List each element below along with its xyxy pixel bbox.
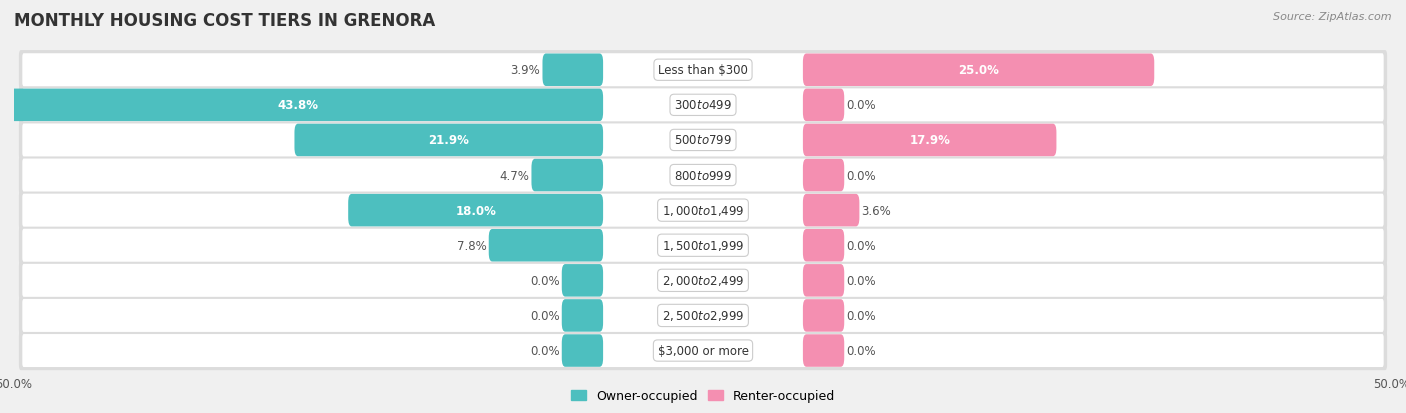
FancyBboxPatch shape [562, 264, 603, 297]
FancyBboxPatch shape [18, 51, 1388, 90]
FancyBboxPatch shape [18, 331, 1388, 370]
FancyBboxPatch shape [22, 194, 1384, 227]
Text: Less than $300: Less than $300 [658, 64, 748, 77]
Text: 43.8%: 43.8% [277, 99, 318, 112]
FancyBboxPatch shape [349, 195, 603, 227]
FancyBboxPatch shape [562, 335, 603, 367]
FancyBboxPatch shape [294, 124, 603, 157]
FancyBboxPatch shape [18, 226, 1388, 265]
FancyBboxPatch shape [22, 89, 1384, 122]
FancyBboxPatch shape [803, 264, 844, 297]
FancyBboxPatch shape [22, 54, 1384, 87]
Text: 0.0%: 0.0% [530, 274, 560, 287]
FancyBboxPatch shape [18, 191, 1388, 230]
Text: 18.0%: 18.0% [456, 204, 496, 217]
FancyBboxPatch shape [18, 156, 1388, 195]
FancyBboxPatch shape [543, 55, 603, 87]
Text: 3.6%: 3.6% [862, 204, 891, 217]
FancyBboxPatch shape [803, 159, 844, 192]
Text: $300 to $499: $300 to $499 [673, 99, 733, 112]
Text: 3.9%: 3.9% [510, 64, 540, 77]
Text: $800 to $999: $800 to $999 [673, 169, 733, 182]
Text: Source: ZipAtlas.com: Source: ZipAtlas.com [1274, 12, 1392, 22]
FancyBboxPatch shape [22, 334, 1384, 367]
Text: 4.7%: 4.7% [499, 169, 530, 182]
Text: $3,000 or more: $3,000 or more [658, 344, 748, 357]
FancyBboxPatch shape [18, 296, 1388, 335]
FancyBboxPatch shape [22, 299, 1384, 332]
FancyBboxPatch shape [22, 264, 1384, 297]
Text: $1,000 to $1,499: $1,000 to $1,499 [662, 204, 744, 218]
FancyBboxPatch shape [803, 299, 844, 332]
Text: 0.0%: 0.0% [846, 239, 876, 252]
Text: 0.0%: 0.0% [846, 274, 876, 287]
FancyBboxPatch shape [18, 86, 1388, 125]
FancyBboxPatch shape [489, 230, 603, 262]
FancyBboxPatch shape [531, 159, 603, 192]
Text: 21.9%: 21.9% [429, 134, 470, 147]
FancyBboxPatch shape [0, 89, 603, 122]
FancyBboxPatch shape [803, 195, 859, 227]
Text: 0.0%: 0.0% [846, 344, 876, 357]
Text: $2,000 to $2,499: $2,000 to $2,499 [662, 274, 744, 287]
Text: 0.0%: 0.0% [846, 99, 876, 112]
Text: $1,500 to $1,999: $1,500 to $1,999 [662, 239, 744, 253]
Text: 0.0%: 0.0% [846, 169, 876, 182]
Text: 7.8%: 7.8% [457, 239, 486, 252]
FancyBboxPatch shape [562, 299, 603, 332]
FancyBboxPatch shape [803, 124, 1056, 157]
FancyBboxPatch shape [803, 89, 844, 122]
Text: $500 to $799: $500 to $799 [673, 134, 733, 147]
FancyBboxPatch shape [803, 335, 844, 367]
Legend: Owner-occupied, Renter-occupied: Owner-occupied, Renter-occupied [567, 385, 839, 407]
FancyBboxPatch shape [803, 230, 844, 262]
FancyBboxPatch shape [22, 124, 1384, 157]
FancyBboxPatch shape [18, 121, 1388, 160]
FancyBboxPatch shape [18, 261, 1388, 300]
Text: 0.0%: 0.0% [530, 344, 560, 357]
Text: 17.9%: 17.9% [910, 134, 950, 147]
Text: 0.0%: 0.0% [846, 309, 876, 322]
Text: 25.0%: 25.0% [957, 64, 1000, 77]
FancyBboxPatch shape [22, 229, 1384, 262]
Text: MONTHLY HOUSING COST TIERS IN GRENORA: MONTHLY HOUSING COST TIERS IN GRENORA [14, 12, 436, 30]
Text: 0.0%: 0.0% [530, 309, 560, 322]
FancyBboxPatch shape [803, 55, 1154, 87]
Text: $2,500 to $2,999: $2,500 to $2,999 [662, 309, 744, 323]
FancyBboxPatch shape [22, 159, 1384, 192]
